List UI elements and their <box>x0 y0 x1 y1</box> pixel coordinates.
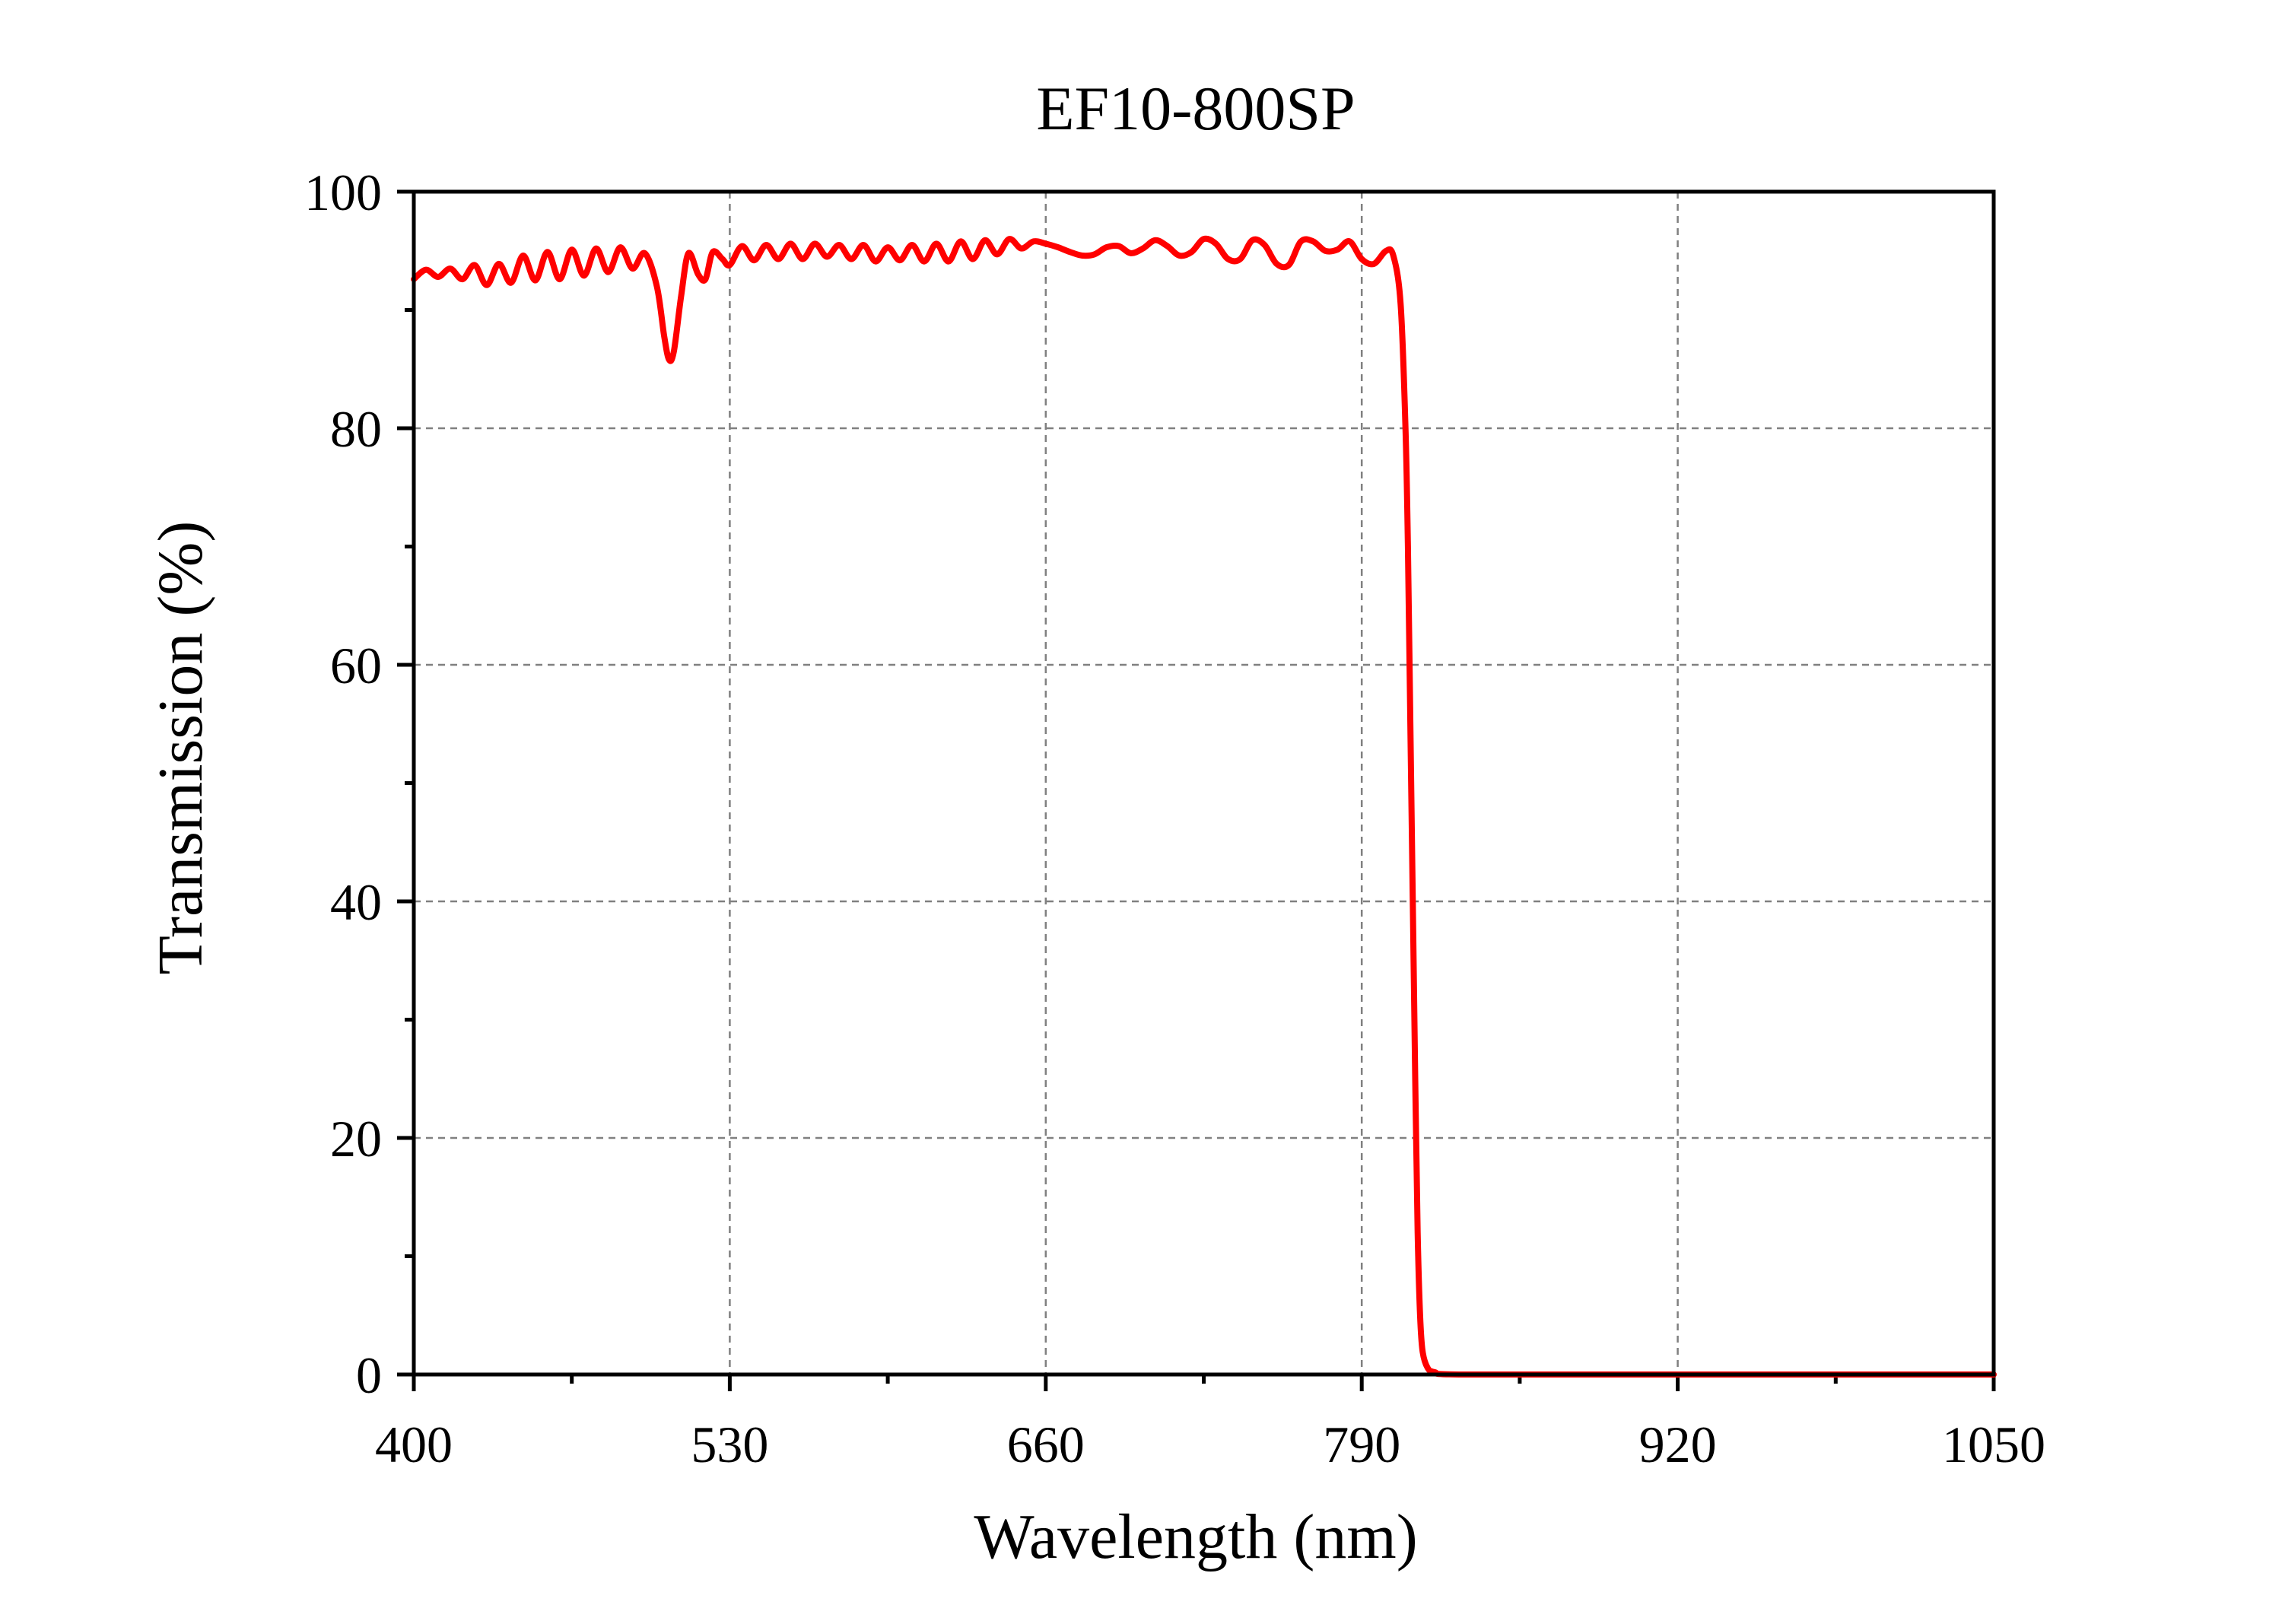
y-tick-label: 60 <box>330 637 382 694</box>
y-tick-label: 20 <box>330 1110 382 1168</box>
x-tick-label: 400 <box>375 1416 453 1473</box>
chart-title: EF10-800SP <box>1036 74 1355 143</box>
grid <box>414 192 1994 1375</box>
series-line-transmission <box>411 235 1997 1378</box>
x-tick-label: 530 <box>691 1416 768 1473</box>
y-tick-label: 100 <box>304 164 382 221</box>
y-tick-label: 0 <box>356 1346 382 1404</box>
x-tick-label: 790 <box>1323 1416 1400 1473</box>
y-tick-label: 80 <box>330 400 382 458</box>
x-tick-label: 1050 <box>1942 1416 2045 1473</box>
y-axis-label: Transmission (%) <box>145 521 216 975</box>
tick-labels: 400 530 660 790 920 1050 0 20 40 60 80 100 <box>304 164 2045 1473</box>
x-tick-label: 920 <box>1639 1416 1717 1473</box>
y-tick-label: 40 <box>330 873 382 931</box>
axis-ticks <box>397 189 1996 1391</box>
plot-frame <box>412 189 1996 1377</box>
x-axis-label: Wavelength (nm) <box>974 1502 1417 1572</box>
x-tick-label: 660 <box>1007 1416 1085 1473</box>
